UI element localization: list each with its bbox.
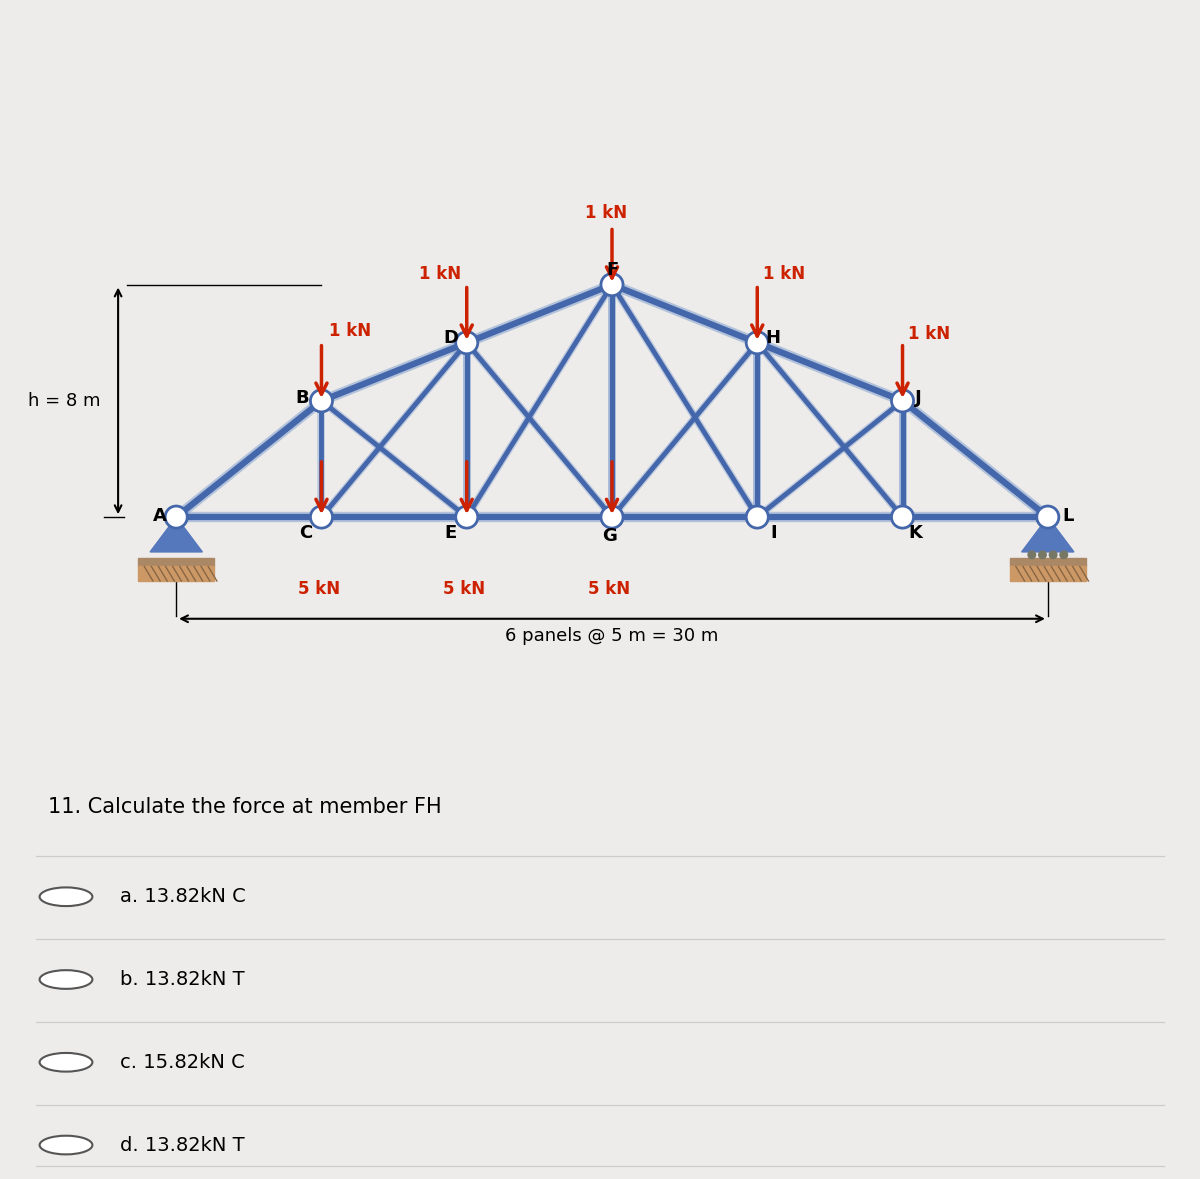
Text: I: I [770,523,776,542]
Text: G: G [601,527,617,545]
Text: F: F [606,261,618,279]
Text: H: H [766,329,781,348]
Circle shape [456,331,478,354]
Text: L: L [1062,507,1074,525]
Circle shape [1039,551,1046,559]
Circle shape [1028,551,1036,559]
Text: J: J [916,389,922,407]
Text: 1 kN: 1 kN [763,265,805,283]
Text: a. 13.82kN C: a. 13.82kN C [120,888,246,907]
Text: K: K [908,523,923,542]
Text: 5 kN: 5 kN [443,580,485,598]
Text: A: A [154,507,167,525]
Circle shape [1037,506,1058,528]
Circle shape [166,506,187,528]
Text: 1 kN: 1 kN [419,265,461,283]
Circle shape [40,888,92,907]
Text: C: C [299,523,312,542]
Circle shape [1060,551,1068,559]
Circle shape [892,390,913,411]
Circle shape [40,1135,92,1154]
Polygon shape [150,518,203,552]
Circle shape [601,506,623,528]
Circle shape [456,506,478,528]
Circle shape [601,274,623,296]
Circle shape [311,506,332,528]
Text: c. 15.82kN C: c. 15.82kN C [120,1053,245,1072]
Circle shape [746,506,768,528]
Text: D: D [443,329,458,348]
Text: b. 13.82kN T: b. 13.82kN T [120,970,245,989]
Text: E: E [445,523,457,542]
Circle shape [311,390,332,411]
Text: 11. Calculate the force at member FH: 11. Calculate the force at member FH [48,797,442,817]
Text: 1 kN: 1 kN [329,322,371,340]
Text: 1 kN: 1 kN [908,324,950,343]
Circle shape [40,970,92,989]
Text: 1 kN: 1 kN [586,204,628,222]
Circle shape [1049,551,1057,559]
Polygon shape [1021,518,1074,552]
Text: B: B [295,389,310,407]
Text: 6 panels @ 5 m = 30 m: 6 panels @ 5 m = 30 m [505,627,719,645]
Circle shape [892,506,913,528]
Circle shape [40,1053,92,1072]
Text: h = 8 m: h = 8 m [28,391,101,410]
Circle shape [746,331,768,354]
Text: d. 13.82kN T: d. 13.82kN T [120,1135,245,1154]
Text: 5 kN: 5 kN [588,580,630,598]
Text: 5 kN: 5 kN [298,580,340,598]
